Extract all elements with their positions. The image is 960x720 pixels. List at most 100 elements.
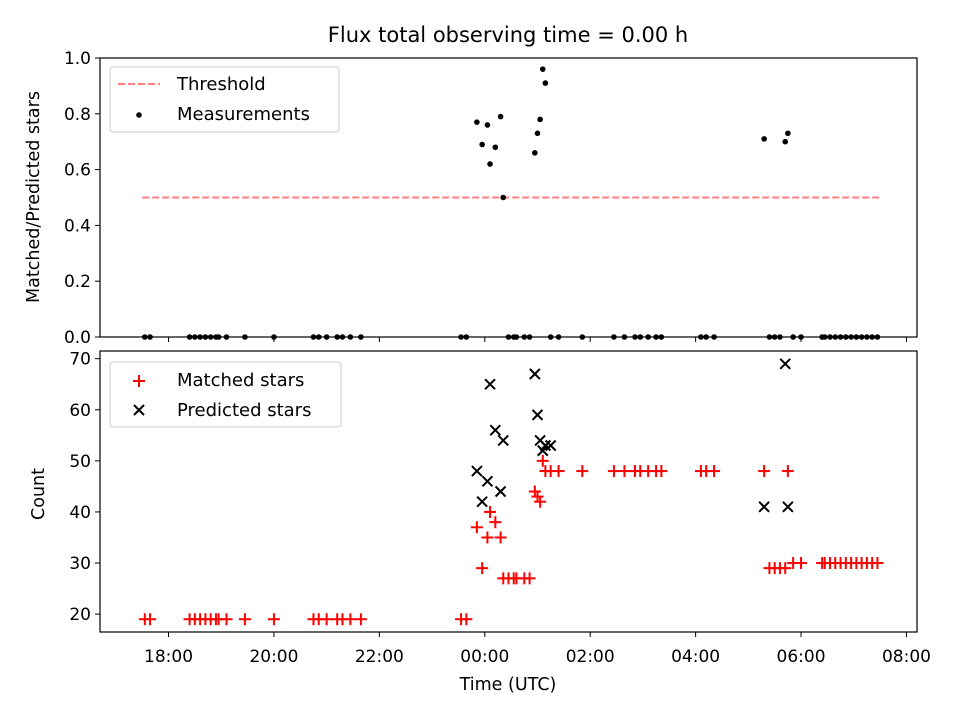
measurement-point — [537, 116, 543, 123]
x-tick-label: 00:00 — [460, 647, 509, 667]
matched-star-point — [267, 613, 280, 626]
x-tick-label: 22:00 — [355, 647, 404, 667]
measurement-point — [500, 194, 507, 201]
count-legend-box — [109, 361, 342, 428]
matched-star-point — [534, 495, 547, 508]
x-tick-label: 18:00 — [144, 647, 193, 667]
count-y-tick-label: 70 — [69, 350, 91, 370]
matched-star-point — [494, 531, 507, 544]
x-axis-label: Time (UTC) — [459, 675, 557, 695]
x-tick-label: 20:00 — [249, 647, 298, 667]
measurement-point — [542, 80, 549, 86]
matched-star-point — [489, 516, 502, 529]
count-y-tick-label: 40 — [69, 503, 91, 523]
ratio-y-ticks: 0.0 0.2 0.4 0.6 0.8 1.0 — [64, 49, 100, 348]
matched-star-point — [476, 562, 489, 575]
count-y-tick-label: 50 — [69, 452, 91, 472]
matched-star-point — [460, 613, 473, 626]
x-tick-label: 02:00 — [566, 647, 615, 667]
matched-star-point — [758, 465, 771, 478]
measurement-point — [474, 119, 480, 125]
count-y-tick-label: 60 — [69, 401, 91, 421]
threshold-legend-label: Threshold — [176, 74, 266, 95]
predicted-star-point — [529, 368, 541, 380]
matched-star-point — [552, 465, 565, 478]
count-legend: Matched stars Predicted stars — [109, 361, 342, 428]
ratio-y-tick-label: 0.0 — [64, 328, 91, 348]
ratio-y-tick-label: 1.0 — [64, 49, 91, 69]
predicted-star-point — [531, 409, 544, 421]
predicted-stars-legend-label: Predicted stars — [177, 400, 311, 421]
ratio-x-ticks — [168, 337, 907, 342]
x-tick-label: 08:00 — [882, 647, 931, 667]
matched-star-point — [238, 613, 251, 626]
predicted-star-point — [476, 496, 488, 508]
matched-star-point — [528, 485, 541, 498]
count-plot-area — [138, 358, 884, 626]
predicted-star-point — [782, 501, 794, 513]
matched-star-point — [795, 557, 808, 570]
ratio-y-tick-label: 0.2 — [64, 272, 91, 292]
ratio-legend: Threshold Measurements — [109, 66, 340, 133]
x-tick-label: 06:00 — [777, 647, 826, 667]
count-y-axis-label: Count — [29, 468, 49, 520]
ratio-plot-area — [142, 66, 881, 340]
figure-title: Flux total observing time = 0.00 h — [328, 23, 688, 47]
matched-star-point — [871, 557, 884, 570]
matched-star-point — [708, 465, 721, 478]
count-panel: 20 30 40 50 60 70 18:00 20:00 22:00 00:00 02:00 04… — [29, 350, 931, 695]
matched-star-point — [523, 572, 536, 585]
measurement-point — [492, 144, 499, 151]
predicted-star-point — [494, 485, 507, 498]
matched-stars-legend-marker — [133, 375, 145, 387]
predicted-star-point — [471, 465, 483, 477]
matched-star-point — [344, 613, 357, 626]
matched-star-point — [354, 613, 367, 626]
matched-star-point — [481, 531, 494, 544]
measurement-point — [761, 136, 767, 142]
predicted-star-point — [484, 378, 496, 390]
measurement-point — [534, 130, 541, 137]
predicted-star-point — [544, 439, 557, 452]
measurement-point — [539, 66, 546, 72]
ratio-y-tick-label: 0.4 — [64, 216, 91, 236]
ratio-axes-frame — [99, 57, 918, 338]
measurement-point — [479, 141, 485, 148]
measurements-legend-marker — [136, 112, 142, 118]
ratio-panel: 0.0 0.2 0.4 0.6 0.8 1.0 Matched/Predicted sta… — [24, 49, 918, 348]
x-tick-label: 04:00 — [671, 647, 720, 667]
matched-star-point — [618, 465, 631, 478]
measurement-point — [497, 113, 504, 120]
measurement-point — [487, 161, 493, 167]
predicted-star-point — [779, 358, 791, 370]
matched-star-point — [781, 465, 794, 478]
matched-star-point — [470, 521, 483, 534]
matched-star-point — [220, 613, 233, 626]
count-x-ticks: 18:00 20:00 22:00 00:00 02:00 04:00 06:00 08:00 — [144, 632, 931, 667]
ratio-y-tick-label: 0.8 — [64, 105, 91, 125]
ratio-legend-box — [109, 66, 340, 133]
predicted-star-point — [481, 475, 494, 487]
predicted-star-point — [489, 424, 502, 436]
count-y-ticks: 20 30 40 50 60 70 — [69, 350, 100, 625]
matched-star-point — [531, 490, 544, 503]
measurement-point — [782, 138, 789, 145]
count-axes-frame — [99, 350, 918, 633]
matched-star-point — [607, 465, 620, 478]
matched-star-point — [576, 465, 589, 478]
matched-star-point — [536, 454, 549, 467]
measurement-point — [532, 150, 538, 156]
count-y-tick-label: 20 — [69, 605, 91, 625]
matched-star-point — [484, 505, 497, 518]
matched-star-point — [144, 613, 157, 626]
matched-star-point — [655, 465, 668, 478]
predicted-star-point — [497, 434, 509, 447]
count-y-tick-label: 30 — [69, 554, 91, 574]
matched-star-point — [779, 562, 792, 575]
measurements-legend-label: Measurements — [177, 104, 310, 125]
measurement-point — [484, 122, 491, 128]
measurement-point — [785, 130, 791, 137]
matched-star-point — [320, 613, 333, 626]
predicted-star-point — [758, 501, 770, 513]
